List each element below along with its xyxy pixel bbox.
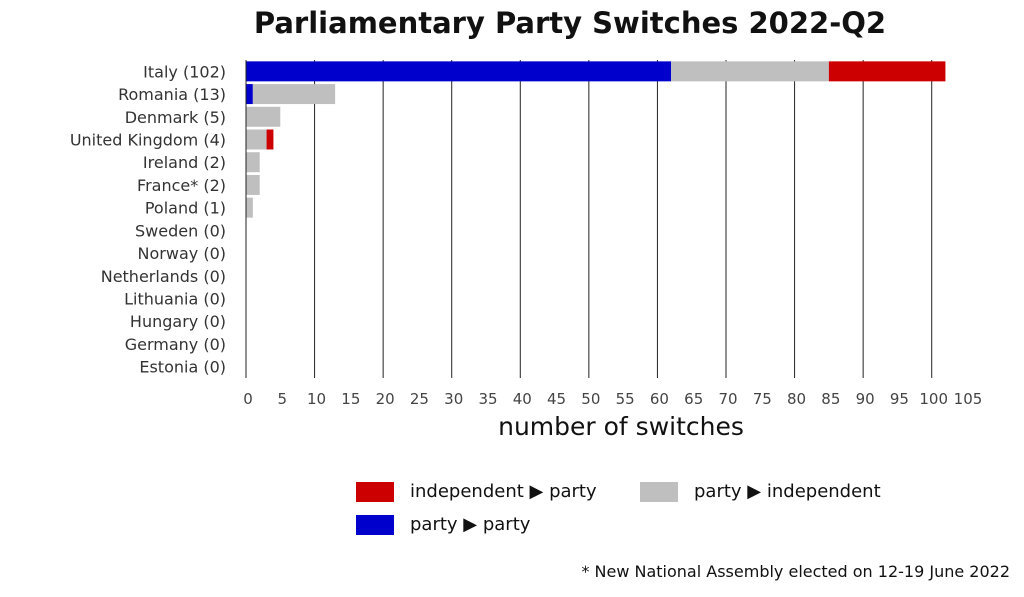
x-tick-label: 70	[718, 390, 737, 408]
x-tick-label: 15	[341, 390, 360, 408]
x-tick-label: 60	[650, 390, 669, 408]
category-label: Italy (102)	[143, 62, 226, 81]
category-label: Germany (0)	[125, 335, 226, 354]
x-tick-label: 45	[547, 390, 566, 408]
x-tick-label: 75	[753, 390, 772, 408]
category-label: Romania (13)	[118, 85, 226, 104]
category-label: Lithuania (0)	[124, 290, 226, 309]
legend-swatch	[356, 481, 394, 502]
bar-segment[interactable]	[246, 61, 672, 82]
category-label: France* (2)	[137, 176, 226, 195]
legend-item-independent-to-party[interactable]: independent ▶ party	[356, 481, 597, 502]
x-axis-title: number of switches	[498, 412, 744, 441]
category-label: Denmark (5)	[125, 108, 226, 127]
chart-title: Parliamentary Party Switches 2022-Q2	[253, 6, 887, 40]
bar-segment[interactable]	[252, 84, 336, 105]
x-tick-label: 105	[954, 390, 983, 408]
x-tick-label: 65	[684, 390, 703, 408]
x-tick-label: 35	[478, 390, 497, 408]
bar-segment[interactable]	[246, 152, 260, 173]
category-label: Netherlands (0)	[101, 267, 226, 286]
category-label: Poland (1)	[145, 199, 226, 218]
x-tick-label: 80	[787, 390, 806, 408]
x-tick-label: 85	[821, 390, 840, 408]
category-label: Ireland (2)	[143, 153, 226, 172]
x-tick-label: 90	[856, 390, 875, 408]
bar-segment[interactable]	[246, 174, 260, 195]
legend-swatch	[640, 481, 678, 502]
legend-label: party ▶ independent	[694, 481, 881, 502]
bar-segment[interactable]	[266, 129, 274, 150]
x-tick-label: 50	[581, 390, 600, 408]
legend-label: party ▶ party	[410, 514, 531, 535]
legend-item-party-to-party[interactable]: party ▶ party	[356, 514, 530, 535]
bar-segment[interactable]	[828, 61, 946, 82]
x-tick-label: 0	[243, 390, 253, 408]
bar-segment[interactable]	[246, 197, 253, 218]
bar-segment[interactable]	[671, 61, 829, 82]
category-label: Estonia (0)	[139, 358, 226, 377]
legend-item-party-to-independent[interactable]: party ▶ independent	[640, 481, 881, 502]
x-tick-label: 95	[890, 390, 909, 408]
bar-segment[interactable]	[246, 106, 281, 127]
x-tick-label: 25	[410, 390, 429, 408]
bar-segment[interactable]	[246, 129, 267, 150]
x-tick-label: 55	[616, 390, 635, 408]
category-label: Hungary (0)	[130, 312, 226, 331]
footnote: * New National Assembly elected on 12-19…	[581, 562, 1010, 581]
x-tick-label: 40	[513, 390, 532, 408]
x-tick-label: 20	[376, 390, 395, 408]
bar-segment[interactable]	[246, 84, 253, 105]
x-tick-label: 30	[444, 390, 463, 408]
legend-swatch	[356, 514, 394, 535]
category-label: United Kingdom (4)	[70, 131, 226, 150]
x-tick-label: 100	[919, 390, 948, 408]
category-label: Sweden (0)	[135, 221, 226, 240]
legend-label: independent ▶ party	[410, 481, 597, 502]
category-label: Norway (0)	[138, 244, 226, 263]
x-tick-label: 10	[307, 390, 326, 408]
x-tick-label: 5	[278, 390, 288, 408]
legend: independent ▶ party party ▶ independent …	[356, 481, 956, 551]
